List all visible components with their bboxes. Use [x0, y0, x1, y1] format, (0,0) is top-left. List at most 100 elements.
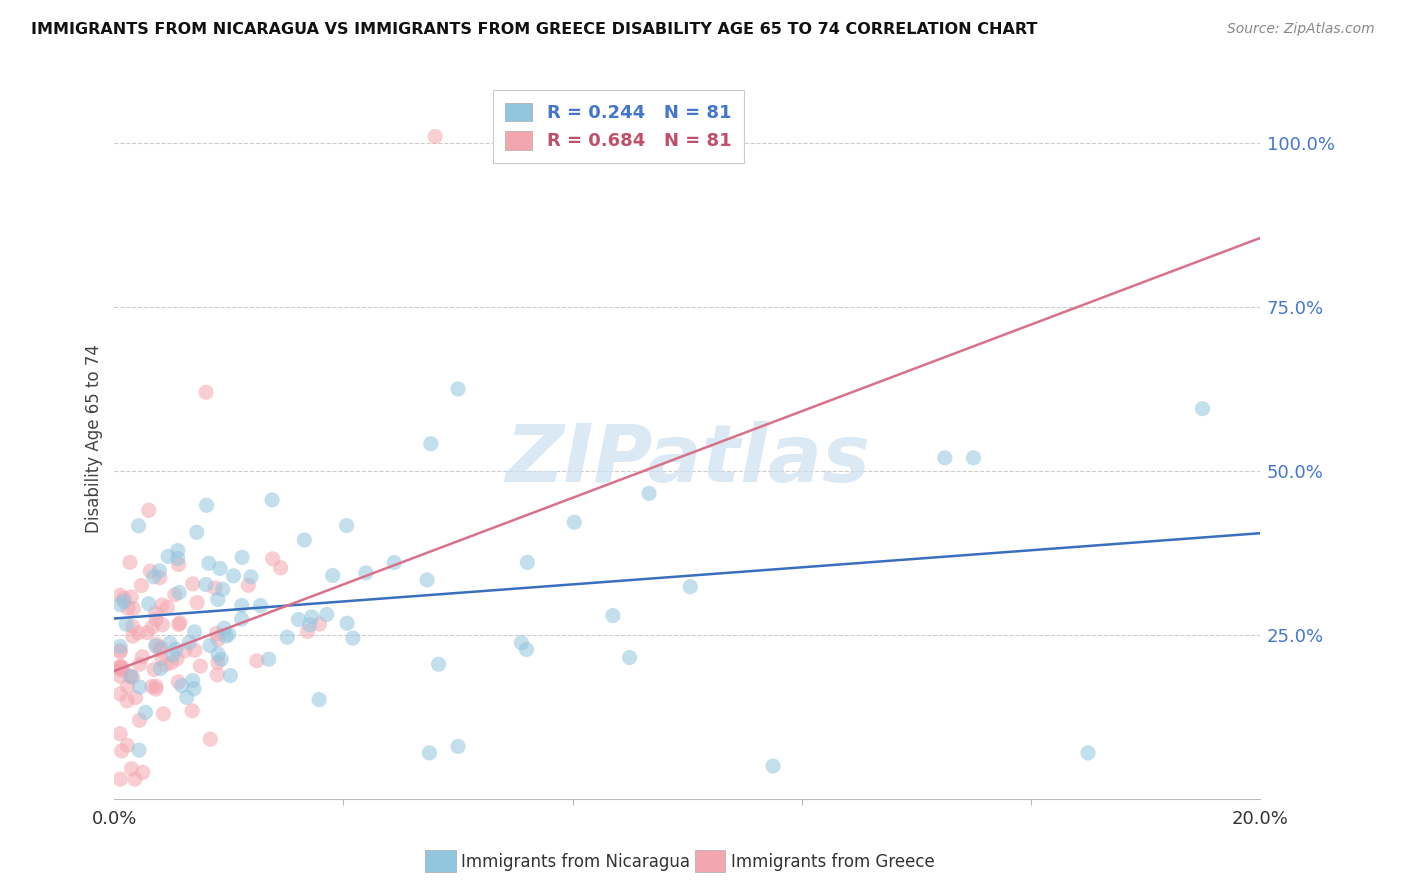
Point: [447, 382, 470, 396]
Point: [516, 556, 538, 570]
Point: [934, 450, 956, 465]
Point: [238, 578, 260, 592]
Point: [231, 599, 253, 613]
Point: [270, 561, 292, 575]
Point: [128, 713, 150, 727]
Point: [141, 620, 163, 634]
Point: [186, 525, 208, 540]
Point: [262, 552, 284, 566]
Point: [204, 581, 226, 595]
Point: [190, 659, 212, 673]
Point: [120, 669, 142, 683]
Point: [301, 609, 323, 624]
Point: [181, 673, 204, 688]
Point: [108, 598, 131, 612]
Point: [120, 590, 142, 604]
Point: [336, 616, 359, 631]
Point: [108, 643, 131, 657]
Point: [120, 669, 142, 683]
Point: [124, 772, 146, 786]
Point: [138, 597, 160, 611]
Point: [195, 498, 218, 512]
Point: [136, 625, 159, 640]
Point: [181, 704, 204, 718]
Point: [354, 566, 377, 580]
Point: [515, 642, 537, 657]
Point: [142, 570, 165, 584]
Point: [602, 608, 624, 623]
Point: [382, 556, 405, 570]
Point: [219, 668, 242, 682]
Legend: R = 0.244   N = 81, R = 0.684   N = 81: R = 0.244 N = 81, R = 0.684 N = 81: [492, 90, 744, 163]
Point: [117, 738, 139, 752]
Point: [152, 617, 174, 632]
Point: [127, 626, 149, 640]
Point: [108, 645, 131, 659]
Point: [146, 637, 169, 651]
Point: [186, 596, 208, 610]
Point: [170, 679, 193, 693]
Point: [298, 617, 321, 632]
Point: [183, 624, 205, 639]
Point: [108, 663, 131, 677]
Point: [108, 727, 131, 741]
Point: [418, 746, 440, 760]
Point: [218, 627, 240, 641]
Point: [108, 588, 131, 602]
Text: Immigrants from Nicaragua: Immigrants from Nicaragua: [461, 853, 690, 871]
Point: [159, 636, 181, 650]
Point: [231, 550, 253, 565]
Point: [215, 629, 238, 643]
Point: [162, 648, 184, 663]
Point: [122, 601, 145, 615]
Point: [287, 613, 309, 627]
Text: IMMIGRANTS FROM NICARAGUA VS IMMIGRANTS FROM GREECE DISABILITY AGE 65 TO 74 CORR: IMMIGRANTS FROM NICARAGUA VS IMMIGRANTS …: [31, 22, 1038, 37]
Point: [128, 657, 150, 672]
Point: [416, 573, 439, 587]
Point: [195, 385, 218, 400]
Point: [1077, 746, 1099, 760]
Point: [148, 564, 170, 578]
Point: [183, 681, 205, 696]
Point: [200, 732, 222, 747]
Point: [149, 661, 172, 675]
Point: [145, 612, 167, 626]
Point: [297, 624, 319, 639]
Point: [124, 690, 146, 705]
Point: [157, 549, 180, 564]
Point: [619, 650, 641, 665]
Point: [257, 652, 280, 666]
Point: [962, 450, 984, 465]
Point: [308, 692, 330, 706]
Point: [108, 669, 131, 683]
Point: [115, 617, 138, 632]
Point: [111, 744, 134, 758]
Point: [212, 621, 235, 635]
Point: [145, 639, 167, 653]
Point: [197, 556, 219, 570]
Point: [762, 759, 785, 773]
Point: [128, 743, 150, 757]
Point: [167, 585, 190, 599]
Point: [145, 679, 167, 693]
Point: [167, 551, 190, 566]
Point: [427, 657, 450, 672]
Point: [336, 518, 359, 533]
Point: [184, 643, 207, 657]
Point: [207, 667, 229, 681]
Point: [198, 639, 221, 653]
Point: [1191, 401, 1213, 416]
Point: [167, 558, 190, 572]
Point: [222, 569, 245, 583]
Point: [121, 619, 143, 633]
Point: [112, 591, 135, 606]
Point: [121, 670, 143, 684]
Point: [207, 647, 229, 661]
Point: [249, 599, 271, 613]
Point: [174, 643, 197, 657]
Point: [108, 687, 131, 701]
Point: [167, 617, 190, 632]
Point: [117, 601, 139, 615]
Point: [679, 580, 702, 594]
Point: [112, 594, 135, 608]
